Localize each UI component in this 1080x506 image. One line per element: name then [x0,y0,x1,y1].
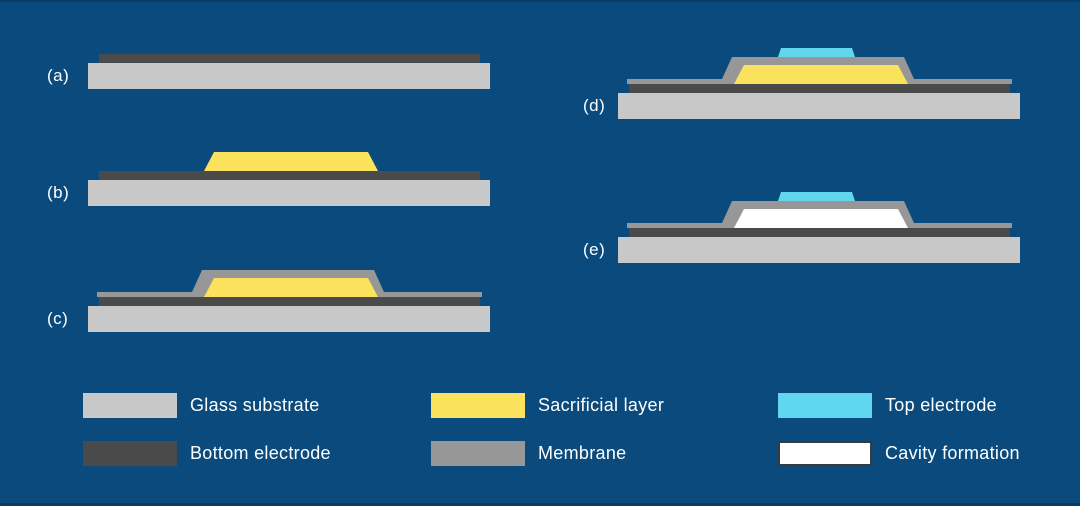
top-electrode-layer [778,48,855,57]
legend-item-membrane: Membrane [431,441,626,466]
step-a-diagram [88,54,490,89]
legend-label: Top electrode [885,395,997,415]
cavity-layer [734,209,908,228]
step-c-diagram [88,270,490,332]
legend-label: Bottom electrode [190,443,331,463]
bottom-electrode-layer [99,171,480,180]
membrane-swatch [431,441,525,466]
sacrificial-layer [204,152,378,171]
legend-label: Sacrificial layer [538,395,665,415]
sacrificial-layer [734,65,908,84]
step-e-label: (e) [583,240,606,259]
legend-item-cavity-formation: Cavity formation [778,441,1020,466]
step-a-label: (a) [47,66,70,85]
glass-substrate-layer [88,180,490,206]
bottom-electrode-layer [629,84,1010,93]
top-electrode-layer [778,192,855,201]
glass-substrate-layer [88,63,490,89]
sacrificial-layer-swatch [431,393,525,418]
bottom-border-line [0,503,1080,506]
bottom-electrode-layer [99,54,480,63]
sacrificial-layer [204,278,378,297]
legend-item-top-electrode: Top electrode [778,393,997,418]
legend-item-sacrificial-layer: Sacrificial layer [431,393,664,418]
step-e-diagram [618,192,1020,263]
legend-item-bottom-electrode: Bottom electrode [83,441,331,466]
bottom-electrode-layer [99,297,480,306]
glass-substrate-layer [618,93,1020,119]
legend-item-glass-substrate: Glass substrate [83,393,320,418]
legend-label: Membrane [538,443,627,463]
top-border-line [0,0,1080,2]
step-d-label: (d) [583,96,606,115]
bottom-electrode-layer [629,228,1010,237]
legend-label: Glass substrate [190,395,320,415]
top-electrode-swatch [778,393,872,418]
step-b-diagram [88,152,490,206]
step-b-label: (b) [47,183,70,202]
glass-substrate-swatch [83,393,177,418]
glass-substrate-layer [88,306,490,332]
bottom-electrode-swatch [83,441,177,466]
cavity-formation-swatch [778,441,872,466]
glass-substrate-layer [618,237,1020,263]
step-c-label: (c) [47,309,69,328]
legend-label: Cavity formation [885,443,1020,463]
step-d-diagram [618,48,1020,119]
